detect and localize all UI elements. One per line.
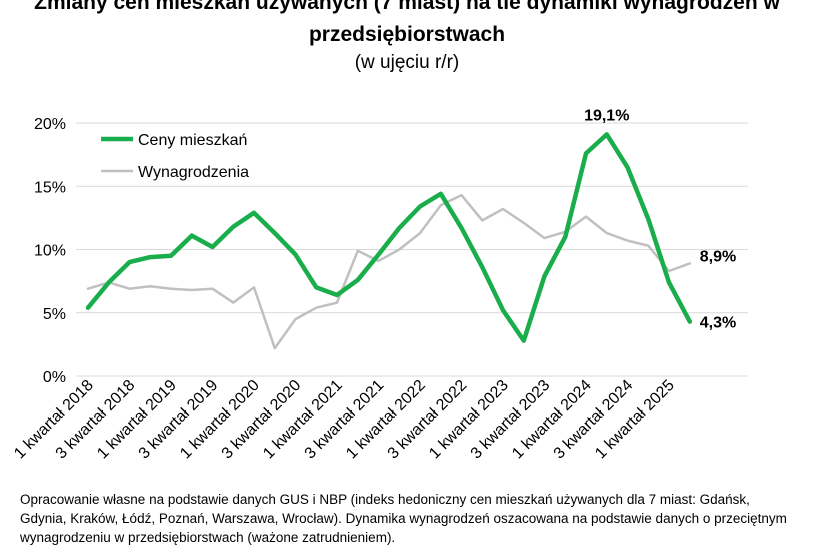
legend-label: Ceny mieszkań [138,132,247,149]
y-tick-label: 15% [34,179,66,196]
legend-label: Wynagrodzenia [138,164,249,181]
chart-subtitle: (w ujęciu r/r) [354,52,460,73]
y-axis-ticks: 0% 5% 10% 15% 20% [34,116,66,386]
y-tick-label: 0% [43,369,66,386]
y-tick-label: 20% [34,116,66,133]
y-tick-label: 5% [43,306,66,323]
series-line-wynagrodzenia [86,193,692,350]
data-label: 19,1% [584,107,629,124]
chart-title-line1: Zmiany cen mieszkań używanych (7 miast) … [34,0,780,14]
series-lines [85,132,693,350]
data-label: 8,9% [700,248,736,265]
legend: Ceny mieszkań Wynagrodzenia [101,132,249,181]
y-tick-label: 10% [34,243,66,260]
footnote: Opracowanie własne na podstawie danych G… [20,492,787,545]
series-line-ceny-mieszkan [85,132,693,343]
data-labels: 19,1% 4,3% 8,9% [584,107,736,331]
data-label: 4,3% [700,315,736,332]
chart-title-line2: przedsiębiorstwach [308,23,506,46]
